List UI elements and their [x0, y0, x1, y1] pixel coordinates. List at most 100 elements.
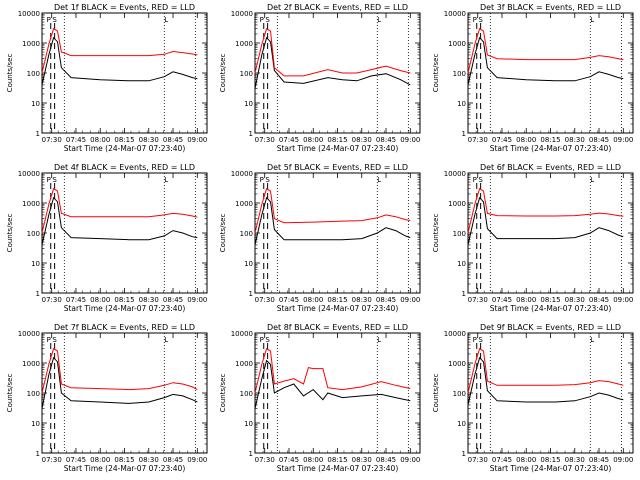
x-tick-label: 09:00: [400, 136, 420, 144]
panel-title: Det 2f BLACK = Events, RED = LLD: [267, 3, 408, 12]
y-axis-label: Counts/sec: [219, 374, 227, 413]
x-axis-label: Start Time (24-Mar-07 07:23:40): [490, 304, 612, 313]
y-axis-label: Counts/sec: [432, 214, 440, 253]
x-tick-label: 08:45: [163, 136, 183, 144]
y-tick-label: 1: [462, 130, 466, 138]
x-tick-label: 08:30: [139, 456, 159, 464]
x-axis-label: Start Time (24-Mar-07 07:23:40): [64, 464, 186, 473]
y-axis-label: Counts/sec: [432, 374, 440, 413]
x-tick-label: 07:30: [468, 136, 488, 144]
marker-label-s: S: [52, 16, 57, 24]
x-tick-label: 07:45: [492, 456, 512, 464]
y-tick-label: 10: [244, 420, 253, 428]
y-tick-label: 100: [240, 230, 253, 238]
y-tick-label: 10000: [231, 170, 253, 178]
x-tick-label: 07:30: [42, 136, 62, 144]
x-tick-label: 09:00: [400, 456, 420, 464]
series-lld-line: [254, 187, 411, 234]
plot-frame: [254, 12, 421, 134]
y-tick-label: 10000: [231, 10, 253, 18]
x-tick-label: 08:45: [589, 456, 609, 464]
y-tick-label: 1000: [448, 200, 466, 208]
x-tick-label: 08:30: [139, 136, 159, 144]
y-tick-label: 1000: [235, 40, 253, 48]
x-tick-label: 07:45: [279, 456, 299, 464]
y-tick-label: 1000: [22, 360, 40, 368]
y-tick-label: 10: [244, 260, 253, 268]
plot-frame: [41, 332, 208, 454]
marker-label-p: P: [473, 176, 477, 184]
y-axis-label: Counts/sec: [6, 374, 14, 413]
x-tick-label: 08:30: [565, 456, 585, 464]
x-tick-label: 08:00: [90, 136, 110, 144]
series-events-line: [41, 36, 198, 86]
x-axis-label: Start Time (24-Mar-07 07:23:40): [490, 464, 612, 473]
x-tick-label: 08:00: [516, 456, 536, 464]
x-tick-label: 07:45: [492, 136, 512, 144]
marker-label-p: P: [47, 176, 51, 184]
y-tick-label: 100: [240, 70, 253, 78]
panel-title: Det 9f BLACK = Events, RED = LLD: [480, 323, 621, 332]
series-lld-line: [41, 187, 198, 234]
y-axis-label: Counts/sec: [6, 54, 14, 93]
x-tick-label: 08:15: [327, 136, 347, 144]
x-tick-label: 07:45: [279, 296, 299, 304]
marker-label-s: S: [52, 336, 57, 344]
series-lld-line: [254, 347, 411, 394]
panel-title: Det 1f BLACK = Events, RED = LLD: [54, 3, 195, 12]
x-tick-label: 08:45: [376, 136, 396, 144]
panel-det-2: Det 2f BLACK = Events, RED = LLD 1 10 100 10…: [219, 3, 421, 153]
marker-label-l: L: [590, 336, 594, 344]
y-tick-label: 10000: [444, 330, 466, 338]
x-tick-label: 07:30: [255, 296, 275, 304]
y-tick-label: 10000: [18, 330, 40, 338]
x-tick-label: 08:30: [352, 136, 372, 144]
marker-label-s: S: [265, 336, 270, 344]
x-tick-label: 08:00: [90, 296, 110, 304]
y-tick-label: 10: [457, 260, 466, 268]
y-axis-label: Counts/sec: [6, 214, 14, 253]
x-tick-label: 09:00: [613, 456, 633, 464]
series-events-line: [254, 359, 411, 409]
x-tick-label: 08:45: [376, 296, 396, 304]
x-tick-label: 09:00: [187, 136, 207, 144]
marker-label-p: P: [473, 16, 477, 24]
x-tick-label: 08:45: [589, 296, 609, 304]
series-events-line: [467, 356, 624, 406]
x-tick-label: 08:15: [327, 456, 347, 464]
x-tick-label: 08:30: [565, 136, 585, 144]
panel-det-7: Det 7f BLACK = Events, RED = LLD 1 10 100 10…: [6, 323, 208, 473]
x-axis-label: Start Time (24-Mar-07 07:23:40): [277, 304, 399, 313]
x-tick-label: 07:45: [66, 136, 86, 144]
marker-label-p: P: [47, 16, 51, 24]
plot-frame: [467, 172, 634, 294]
y-tick-label: 10000: [444, 10, 466, 18]
marker-label-s: S: [478, 16, 483, 24]
y-tick-label: 10: [457, 420, 466, 428]
x-tick-label: 08:00: [303, 136, 323, 144]
y-tick-label: 1: [249, 130, 253, 138]
x-tick-label: 07:45: [279, 136, 299, 144]
y-axis-label: Counts/sec: [219, 54, 227, 93]
plot-frame: [254, 332, 421, 454]
y-tick-label: 10: [457, 100, 466, 108]
marker-label-s: S: [478, 176, 483, 184]
panel-title: Det 6f BLACK = Events, RED = LLD: [480, 163, 621, 172]
marker-label-l: L: [377, 176, 381, 184]
y-tick-label: 100: [240, 390, 253, 398]
panel-det-5: Det 5f BLACK = Events, RED = LLD 1 10 100 10…: [219, 163, 421, 313]
y-tick-label: 100: [453, 390, 466, 398]
x-tick-label: 07:45: [492, 296, 512, 304]
y-tick-label: 1000: [448, 40, 466, 48]
y-tick-label: 100: [453, 230, 466, 238]
marker-label-l: L: [377, 16, 381, 24]
y-tick-label: 10000: [231, 330, 253, 338]
x-axis-label: Start Time (24-Mar-07 07:23:40): [64, 144, 186, 153]
y-tick-label: 100: [27, 70, 40, 78]
x-tick-label: 08:45: [589, 136, 609, 144]
x-tick-label: 08:00: [303, 456, 323, 464]
marker-label-s: S: [478, 336, 483, 344]
x-tick-label: 08:45: [163, 456, 183, 464]
y-tick-label: 1: [36, 290, 40, 298]
